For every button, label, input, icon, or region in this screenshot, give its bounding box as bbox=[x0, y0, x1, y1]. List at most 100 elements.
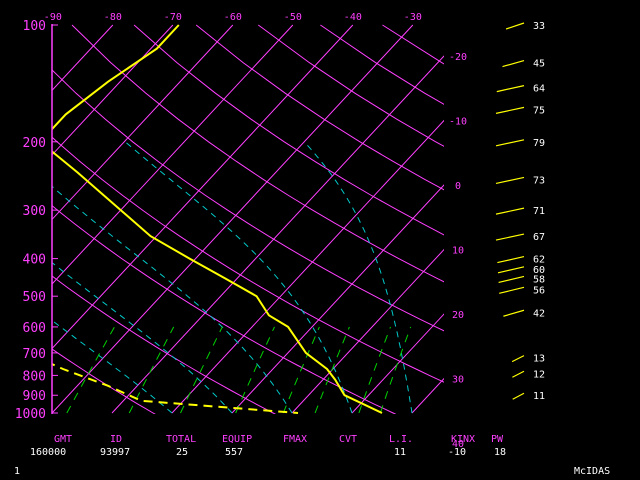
grid-layer bbox=[52, 24, 640, 414]
wind-speed-label: 79 bbox=[533, 138, 545, 149]
wind-barb bbox=[497, 266, 525, 274]
wind-barb bbox=[498, 275, 525, 284]
wind-barb bbox=[496, 85, 525, 93]
wind-barb bbox=[503, 309, 525, 317]
isotherm-line bbox=[52, 24, 174, 156]
val-total: 25 bbox=[176, 447, 189, 458]
wind-speed-label: 56 bbox=[533, 285, 545, 296]
moist-adiabat-line bbox=[303, 141, 413, 414]
right-temperature-label: 40 bbox=[452, 439, 464, 450]
isotherm-line bbox=[411, 377, 444, 414]
wind-barb bbox=[495, 106, 525, 114]
pressure-label: 600 bbox=[23, 321, 46, 336]
val-li: 11 bbox=[394, 447, 407, 458]
dry-adiabat-line bbox=[52, 348, 156, 414]
isotherm-line bbox=[52, 24, 114, 92]
wind-speed-label: 45 bbox=[533, 59, 545, 70]
wind-barb bbox=[505, 22, 525, 30]
moist-adiabat-line bbox=[52, 185, 293, 414]
wind-barb bbox=[512, 370, 525, 378]
hdr-equip: EQUIP bbox=[222, 434, 253, 445]
right-temperature-label: 30 bbox=[452, 375, 464, 386]
wind-speed-label: 58 bbox=[533, 274, 545, 285]
wind-barb bbox=[495, 176, 525, 184]
pressure-label: 900 bbox=[23, 389, 46, 404]
hdr-pw: PW bbox=[491, 434, 504, 445]
val-id: 93997 bbox=[100, 447, 131, 458]
isotherm-line bbox=[52, 24, 414, 414]
pressure-label: 400 bbox=[23, 253, 46, 268]
wind-barb bbox=[495, 139, 525, 147]
wind-speed-label: 67 bbox=[533, 232, 545, 243]
isotherm-line bbox=[231, 184, 444, 414]
pressure-label: 200 bbox=[23, 136, 46, 151]
wind-speed-label: 13 bbox=[533, 354, 545, 365]
hdr-cvt: CVT bbox=[339, 434, 358, 445]
isotherm-line bbox=[291, 248, 444, 414]
pressure-label: 300 bbox=[23, 204, 46, 219]
hdr-total: TOTAL bbox=[166, 434, 197, 445]
top-temperature-label: -40 bbox=[344, 12, 362, 23]
isotherm-line bbox=[351, 313, 444, 414]
dry-adiabat-line bbox=[52, 275, 277, 414]
wind-speed-label: 62 bbox=[533, 255, 545, 266]
wind-barb bbox=[497, 256, 525, 264]
wind-barb bbox=[495, 233, 525, 241]
dry-adiabat-line bbox=[71, 24, 444, 283]
val-kinx: -10 bbox=[448, 447, 467, 458]
isotherm-line bbox=[111, 55, 444, 414]
mixing-ratio-line bbox=[180, 326, 223, 414]
wind-speed-label: 71 bbox=[533, 206, 545, 217]
moist-adiabat-line bbox=[52, 261, 233, 414]
mixing-ratio-line bbox=[66, 326, 115, 414]
mixing-ratio-line bbox=[282, 326, 320, 414]
wind-barb bbox=[511, 355, 525, 363]
val-gmt: 160000 bbox=[30, 447, 67, 458]
top-temperature-label: -80 bbox=[104, 12, 122, 23]
wind-barb bbox=[512, 392, 525, 400]
dry-adiabat-line bbox=[52, 204, 397, 414]
temperature-profile bbox=[52, 24, 383, 414]
dry-adiabat-line bbox=[52, 69, 444, 332]
dry-adiabat-line bbox=[320, 24, 444, 105]
val-equip: 557 bbox=[225, 447, 244, 458]
hdr-li: L.I. bbox=[389, 434, 414, 445]
top-temperature-label: -70 bbox=[164, 12, 182, 23]
right-temperature-label: 10 bbox=[452, 246, 464, 257]
top-temperature-label: -90 bbox=[44, 12, 62, 23]
isotherm-line bbox=[532, 25, 640, 413]
hdr-gmt: GMT bbox=[54, 434, 73, 445]
wind-barb bbox=[495, 207, 525, 215]
isotherm-line bbox=[472, 25, 640, 413]
moist-adiabat-line bbox=[52, 319, 173, 414]
wind-barb bbox=[502, 60, 525, 68]
isotherm-line bbox=[52, 24, 294, 285]
right-temperature-label: -20 bbox=[449, 52, 467, 63]
mixing-ratio-line bbox=[235, 326, 275, 414]
mixing-ratio-line bbox=[128, 326, 175, 414]
isotherm-line bbox=[592, 25, 640, 413]
right-temperature-label: 20 bbox=[452, 310, 464, 321]
hdr-kinx: KINX bbox=[451, 434, 476, 445]
wind-speed-label: 11 bbox=[533, 391, 545, 402]
top-temperature-label: -50 bbox=[284, 12, 302, 23]
moist-adiabat-line bbox=[124, 141, 353, 414]
footer-page-number: 1 bbox=[14, 466, 21, 477]
pressure-label: 700 bbox=[23, 347, 46, 362]
wind-barb bbox=[499, 286, 525, 294]
pressure-label: 100 bbox=[23, 19, 46, 34]
dry-adiabat-line bbox=[258, 24, 444, 147]
val-pw: 18 bbox=[494, 447, 507, 458]
mixing-ratio-line bbox=[379, 326, 412, 414]
pressure-label: 500 bbox=[23, 290, 46, 305]
wind-speed-label: 33 bbox=[533, 21, 545, 32]
hdr-fmax: FMAX bbox=[283, 434, 308, 445]
wind-speed-label: 12 bbox=[533, 369, 545, 380]
footer-brand: McIDAS bbox=[574, 466, 611, 477]
wind-speed-label: 42 bbox=[533, 308, 545, 319]
pressure-label: 1000 bbox=[15, 407, 46, 422]
dry-adiabat-line bbox=[52, 136, 444, 383]
